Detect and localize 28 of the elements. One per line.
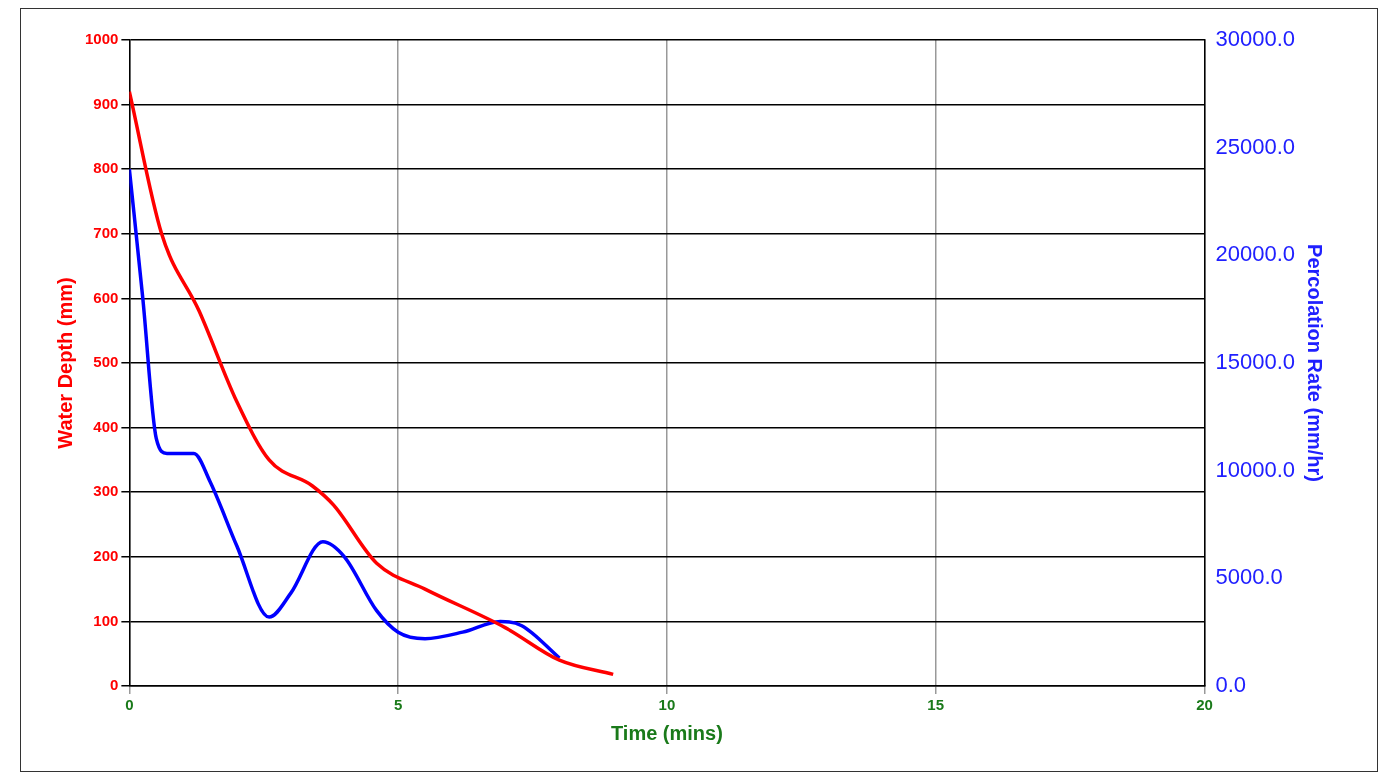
y2-tick-label: 5000.0: [1215, 564, 1283, 590]
y-tick-label: 200: [93, 546, 119, 564]
y-tick-label: 600: [93, 288, 119, 306]
y-tick-label: 100: [93, 611, 119, 629]
y-tick-label: 400: [93, 417, 119, 435]
y2-tick-label: 20000.0: [1215, 241, 1296, 267]
line-series: [129, 89, 615, 677]
y-tick-label: 900: [93, 94, 119, 112]
x-tick-label: 5: [393, 696, 403, 714]
y-tick-label: 700: [93, 223, 119, 241]
y2-tick-label: 0.0: [1215, 672, 1247, 698]
x-tick-label: 10: [658, 696, 676, 714]
y-tick-label: 300: [93, 482, 119, 500]
x-axis-title: Time (mins): [610, 721, 723, 744]
y2-tick-label: 30000.0: [1215, 26, 1296, 52]
y2-axis-title: Percolation Rate (mm/hr): [1304, 244, 1327, 482]
x-tick-label: 15: [927, 696, 945, 714]
y2-tick-label: 25000.0: [1215, 133, 1296, 159]
y2-tick-label: 15000.0: [1215, 349, 1296, 375]
y2-tick-label: 10000.0: [1215, 456, 1296, 482]
y-tick-label: 800: [93, 159, 119, 177]
x-tick-label: 20: [1196, 696, 1213, 714]
line-series: [129, 167, 562, 660]
y-tick-label: 0: [110, 676, 119, 694]
y-tick-label: 500: [93, 353, 119, 371]
y-axis-title: Water Depth (mm): [53, 277, 76, 449]
y-tick-label: 1000: [84, 30, 119, 48]
x-tick-label: 0: [125, 696, 134, 714]
